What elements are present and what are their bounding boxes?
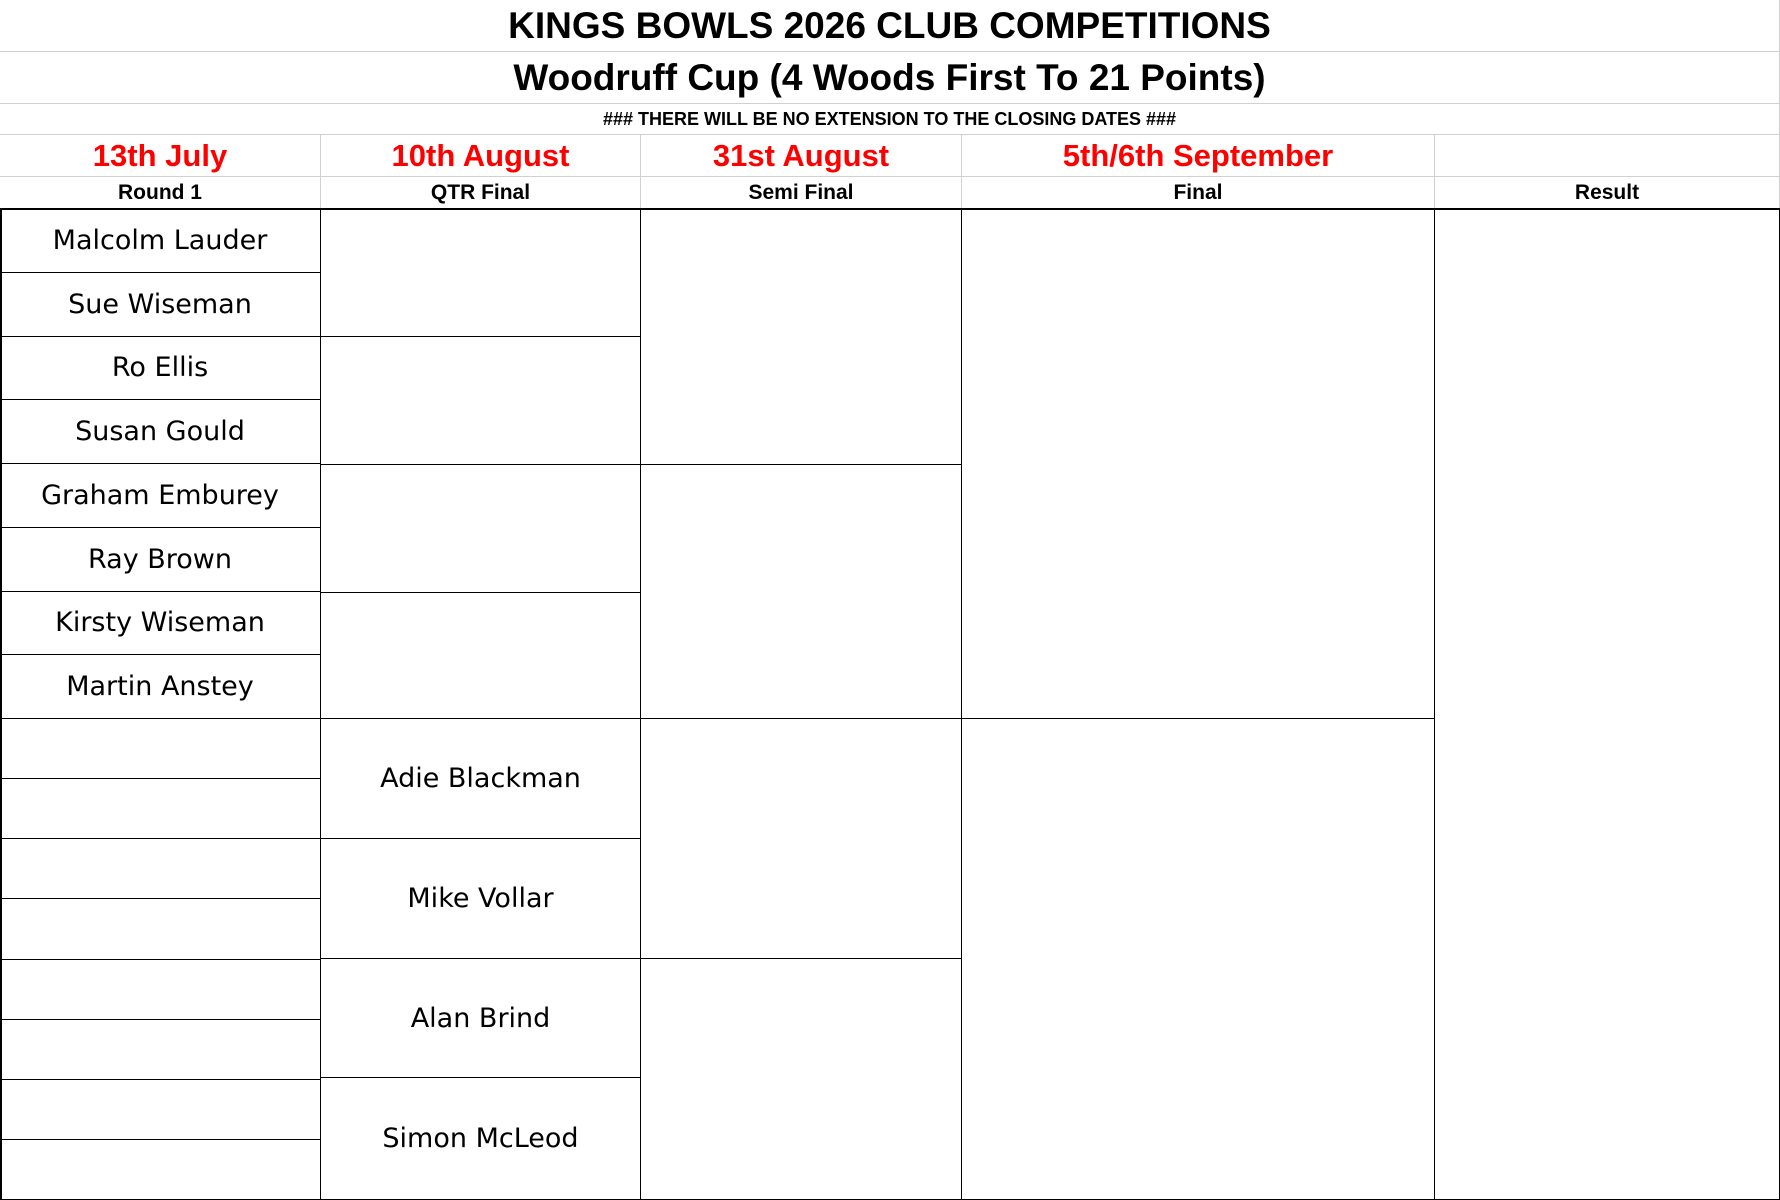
date-header: 31st August <box>641 135 962 177</box>
qtr-slot: Mike Vollar <box>321 839 641 959</box>
header-rule <box>0 208 1780 210</box>
date-header: 10th August <box>321 135 641 177</box>
round1-slot <box>0 1139 321 1200</box>
round1-slot: Ro Ellis <box>0 336 321 401</box>
title: KINGS BOWLS 2026 CLUB COMPETITIONS <box>0 0 1780 52</box>
result-slot <box>1435 209 1780 1200</box>
qtr-slot <box>321 337 641 465</box>
round1-slot: Martin Anstey <box>0 655 321 719</box>
qtr-slot: Adie Blackman <box>321 719 641 839</box>
round-header: Round 1 <box>0 177 321 209</box>
round1-slot <box>0 899 321 960</box>
round1-slot: Kirsty Wiseman <box>0 591 321 656</box>
note: ### THERE WILL BE NO EXTENSION TO THE CL… <box>0 104 1780 135</box>
final-slot <box>962 209 1435 719</box>
round1-slot <box>0 839 321 900</box>
left-border <box>0 209 2 1200</box>
final-slot <box>962 719 1435 1200</box>
round-header: Semi Final <box>641 177 962 209</box>
qtr-slot <box>321 209 641 337</box>
qtr-slot: Alan Brind <box>321 959 641 1078</box>
qtr-slot <box>321 465 641 593</box>
date-header: 13th July <box>0 135 321 177</box>
subtitle: Woodruff Cup (4 Woods First To 21 Points… <box>0 52 1780 104</box>
qtr-slot: Simon McLeod <box>321 1078 641 1200</box>
round1-slot: Malcolm Lauder <box>0 209 321 273</box>
round1-slot: Sue Wiseman <box>0 272 321 337</box>
semi-slot <box>641 465 962 719</box>
round1-slot: Ray Brown <box>0 527 321 592</box>
round1-slot <box>0 1079 321 1140</box>
round-header: Final <box>962 177 1435 209</box>
date-header: 5th/6th September <box>962 135 1435 177</box>
semi-slot <box>641 209 962 465</box>
round1-slot <box>0 959 321 1020</box>
semi-slot <box>641 719 962 959</box>
qtr-slot <box>321 593 641 719</box>
date-header <box>1435 135 1780 177</box>
round1-slot <box>0 779 321 840</box>
round1-slot <box>0 719 321 780</box>
round1-slot <box>0 1019 321 1080</box>
round-header: Result <box>1435 177 1780 209</box>
semi-slot <box>641 959 962 1200</box>
round1-slot: Susan Gould <box>0 400 321 464</box>
round1-slot: Graham Emburey <box>0 464 321 528</box>
round-header: QTR Final <box>321 177 641 209</box>
